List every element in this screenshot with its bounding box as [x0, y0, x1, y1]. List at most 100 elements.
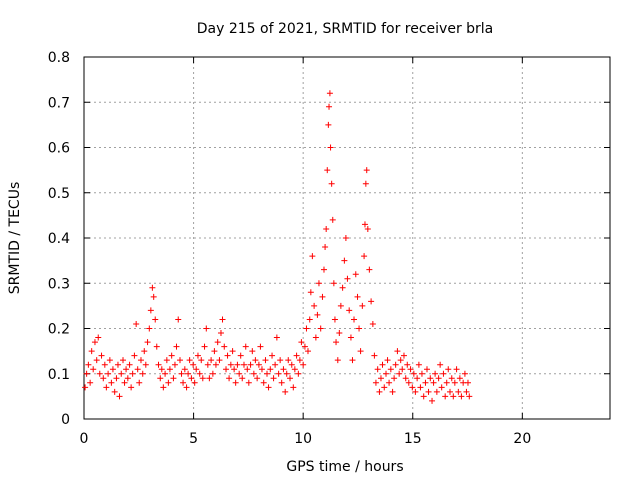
data-point — [153, 343, 160, 350]
data-point — [196, 370, 203, 377]
data-point — [260, 379, 267, 386]
data-point — [425, 388, 432, 395]
data-point — [208, 357, 215, 364]
x-tick-label: 10 — [294, 431, 312, 447]
data-point — [141, 348, 148, 355]
data-point — [160, 384, 167, 391]
data-point — [366, 266, 373, 273]
data-point — [152, 316, 159, 323]
data-point — [420, 393, 427, 400]
data-point — [249, 348, 256, 355]
data-point — [82, 384, 89, 391]
data-point — [422, 379, 429, 386]
data-point — [221, 343, 228, 350]
data-point — [309, 253, 316, 260]
data-point — [93, 357, 100, 364]
data-point — [201, 343, 208, 350]
data-point — [325, 121, 332, 128]
data-point — [404, 361, 411, 368]
data-point — [344, 275, 351, 282]
data-point — [432, 370, 439, 377]
data-point — [315, 280, 322, 287]
data-point — [379, 361, 386, 368]
data-point — [90, 366, 97, 373]
data-point — [377, 375, 384, 382]
data-point — [142, 361, 149, 368]
data-point — [351, 316, 358, 323]
data-point — [447, 388, 454, 395]
data-point — [320, 266, 327, 273]
data-point — [219, 316, 226, 323]
data-point — [311, 302, 318, 309]
data-point — [100, 375, 107, 382]
data-point — [423, 366, 430, 373]
data-point — [334, 357, 341, 364]
data-point — [258, 366, 265, 373]
x-tick-label: 15 — [404, 431, 422, 447]
data-point — [381, 384, 388, 391]
data-point — [83, 370, 90, 377]
data-point — [109, 366, 116, 373]
x-tick-label: 20 — [513, 431, 531, 447]
x-axis-label: GPS time / hours — [286, 459, 403, 475]
data-point — [442, 393, 449, 400]
data-point — [232, 379, 239, 386]
data-point — [186, 357, 193, 364]
data-point — [463, 388, 470, 395]
data-point — [257, 343, 264, 350]
data-point — [337, 302, 344, 309]
data-point — [440, 370, 447, 377]
data-point — [121, 379, 128, 386]
data-point — [301, 343, 308, 350]
data-point — [291, 366, 298, 373]
data-point — [106, 357, 113, 364]
data-point — [280, 366, 287, 373]
data-point — [158, 366, 165, 373]
data-point — [124, 375, 131, 382]
data-point — [312, 334, 319, 341]
y-tick-label: 0.8 — [48, 50, 70, 66]
data-point — [133, 320, 140, 327]
data-point — [362, 180, 369, 187]
data-point — [173, 343, 180, 350]
data-point — [461, 370, 468, 377]
data-point — [111, 388, 118, 395]
grid-lines — [84, 57, 610, 419]
x-tick-label: 0 — [80, 431, 89, 447]
data-point — [265, 384, 272, 391]
data-point — [327, 144, 334, 151]
data-point — [372, 379, 379, 386]
data-point — [453, 366, 460, 373]
data-point — [412, 388, 419, 395]
data-point — [181, 366, 188, 373]
data-point — [347, 334, 354, 341]
data-point — [168, 352, 175, 359]
data-point — [306, 316, 313, 323]
data-point — [275, 370, 282, 377]
data-point — [149, 284, 156, 291]
data-point — [354, 293, 361, 300]
data-point — [157, 375, 164, 382]
data-point — [437, 361, 444, 368]
data-point — [371, 352, 378, 359]
data-point — [190, 361, 197, 368]
data-point — [105, 370, 112, 377]
data-point — [226, 375, 233, 382]
data-point — [450, 393, 457, 400]
chart-title: Day 215 of 2021, SRMTID for receiver brl… — [197, 21, 494, 37]
data-point — [445, 366, 452, 373]
data-point — [397, 357, 404, 364]
data-point — [231, 366, 238, 373]
data-point — [300, 361, 307, 368]
x-tick-label: 5 — [189, 431, 198, 447]
data-point — [288, 361, 295, 368]
data-point — [391, 375, 398, 382]
y-axis-label: SRMTID / TECUs — [7, 182, 23, 295]
data-point — [150, 293, 157, 300]
data-point — [120, 357, 127, 364]
data-point — [369, 320, 376, 327]
data-points — [82, 90, 473, 404]
y-axis-ticks: 0 0.1 0.2 0.3 0.4 0.5 0.6 0.7 0.8 — [48, 50, 610, 428]
data-point — [324, 167, 331, 174]
data-point — [101, 361, 108, 368]
